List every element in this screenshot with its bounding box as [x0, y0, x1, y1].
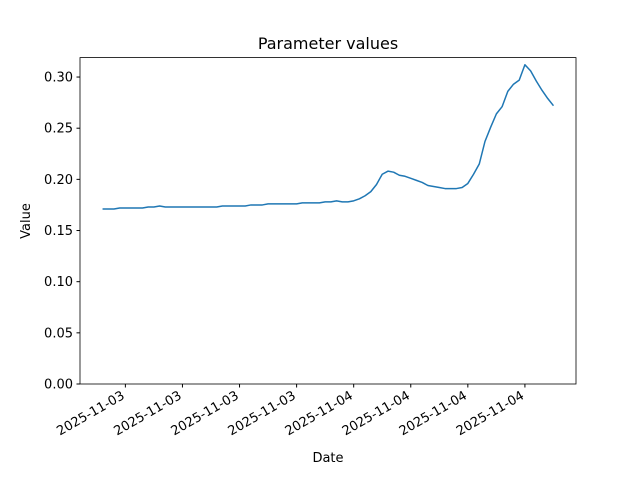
x-axis-label: Date	[312, 451, 343, 466]
y-tick-label: 0.05	[44, 326, 73, 341]
y-tick-label: 0.15	[44, 224, 73, 239]
y-tick-label: 0.20	[44, 173, 73, 188]
y-tick-label: 0.00	[44, 378, 73, 393]
y-tick-label: 0.25	[44, 122, 73, 137]
chart-title: Parameter values	[258, 34, 398, 53]
axes-frame	[79, 57, 577, 385]
line-series	[102, 64, 555, 210]
y-axis-label: Value	[19, 203, 34, 239]
y-tick-label: 0.30	[44, 71, 73, 86]
y-tick-label: 0.10	[44, 275, 73, 290]
